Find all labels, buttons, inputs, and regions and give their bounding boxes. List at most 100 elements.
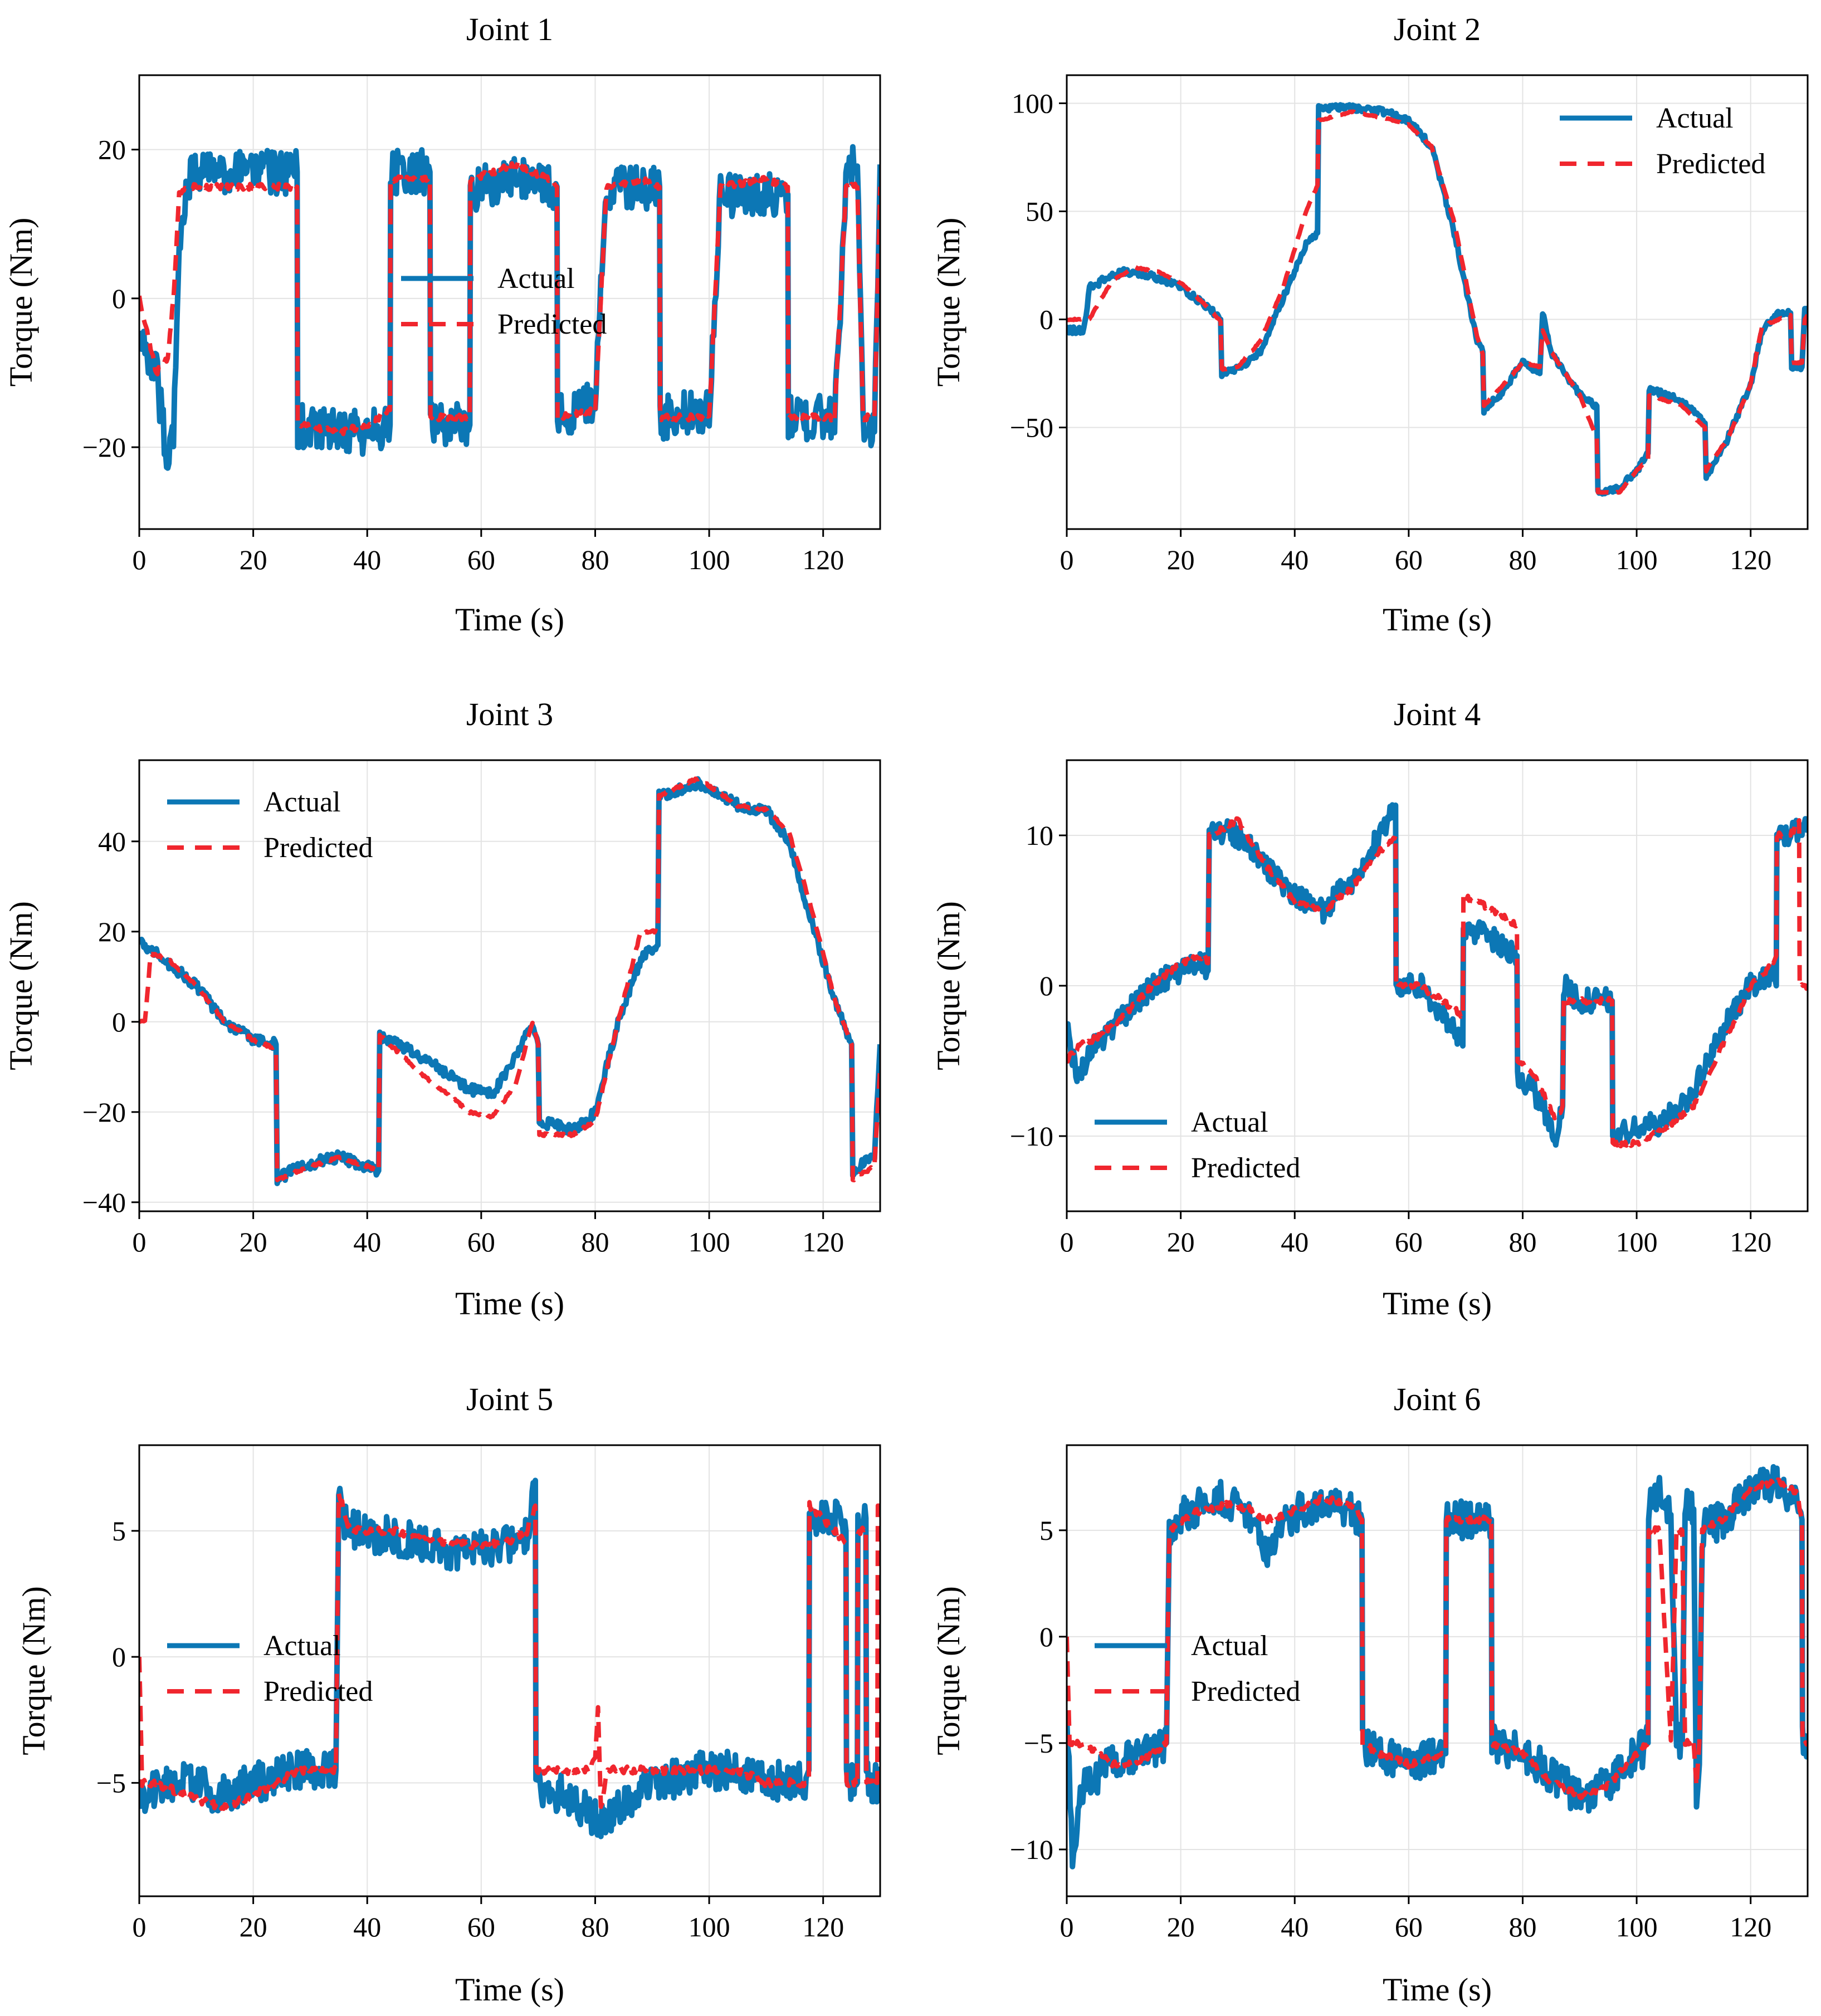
series-predicted-line xyxy=(139,1491,880,1812)
panel-joint-3: Joint 3 0 20 40 60 80 100 120 −40 −20 0 20 40 Time … xyxy=(3,696,881,1322)
y-tick-label: 0 xyxy=(1039,1621,1053,1652)
x-tick-label: 100 xyxy=(689,1226,730,1257)
y-tick-label: 50 xyxy=(1026,196,1053,227)
plot-frame xyxy=(138,1444,881,1897)
x-tick-label: 80 xyxy=(581,544,609,575)
x-axis-label: Time (s) xyxy=(1383,1971,1492,2008)
legend-predicted-label: Predicted xyxy=(1191,1152,1300,1184)
y-tick-label: 0 xyxy=(1039,304,1053,335)
panel-joint-4: Joint 4 0 20 40 60 80 100 120 −10 0 10 Time (s) T… xyxy=(930,696,1809,1322)
series-predicted-line xyxy=(1067,1477,1808,1800)
x-tick-label: 80 xyxy=(581,1226,609,1257)
x-tick-label: 100 xyxy=(1616,1226,1658,1257)
legend-predicted-label: Predicted xyxy=(497,309,607,340)
x-tick-label: 40 xyxy=(353,544,381,575)
y-tick-label: 0 xyxy=(112,1641,126,1672)
x-tick-label: 0 xyxy=(133,1911,147,1942)
series-actual-line xyxy=(1067,1464,1808,1870)
panel-joint-2: Joint 2 0 20 40 60 80 100 120 −50 0 50 100 Time (s… xyxy=(930,11,1809,638)
y-axis-label: Torque (Nm) xyxy=(930,901,966,1070)
legend-predicted-label: Predicted xyxy=(1191,1676,1300,1707)
y-tick-label: −40 xyxy=(82,1187,126,1218)
x-tick-label: 120 xyxy=(802,544,844,575)
panel-joint-5: Joint 5 0 20 40 60 80 100 120 −5 0 5 Time (s) Tor… xyxy=(16,1381,881,2008)
chart-title: Joint 5 xyxy=(466,1381,553,1417)
x-axis-label: Time (s) xyxy=(1383,1285,1492,1322)
x-tick-label: 60 xyxy=(1395,1911,1423,1942)
x-tick-label: 40 xyxy=(353,1226,381,1257)
legend: Actual Predicted xyxy=(1095,1630,1300,1707)
y-axis-label: Torque (Nm) xyxy=(3,901,39,1070)
panel-joint-1: Joint 1 0 20 40 60 80 100 120 −20 0 20 Time (s) T… xyxy=(3,11,881,638)
x-tick-label: 0 xyxy=(1060,1226,1074,1257)
x-tick-label: 80 xyxy=(1508,1226,1536,1257)
legend-actual-label: Actual xyxy=(1191,1107,1268,1138)
y-tick-label: 100 xyxy=(1012,87,1053,119)
legend-predicted-label: Predicted xyxy=(263,1676,373,1707)
series-predicted-line xyxy=(139,776,880,1183)
y-axis-label: Torque (Nm) xyxy=(16,1586,52,1755)
legend-actual-label: Actual xyxy=(263,786,341,818)
x-tick-label: 80 xyxy=(581,1911,609,1942)
x-tick-label: 60 xyxy=(467,544,495,575)
x-tick-label: 120 xyxy=(1730,544,1771,575)
plot-frame xyxy=(1066,1444,1809,1897)
legend-actual-label: Actual xyxy=(263,1630,341,1662)
series-actual-line xyxy=(1067,802,1808,1148)
x-axis-label: Time (s) xyxy=(455,1971,564,2008)
legend: Actual Predicted xyxy=(167,786,373,864)
chart-title: Joint 2 xyxy=(1394,11,1481,47)
y-tick-label: 40 xyxy=(98,826,126,857)
y-axis-label: Torque (Nm) xyxy=(930,218,966,387)
x-tick-label: 40 xyxy=(1281,1911,1309,1942)
y-tick-label: −5 xyxy=(1024,1728,1053,1759)
x-tick-label: 120 xyxy=(802,1911,844,1942)
y-axis-label: Torque (Nm) xyxy=(3,218,39,387)
legend-actual-label: Actual xyxy=(497,263,575,295)
x-axis-label: Time (s) xyxy=(455,601,564,638)
x-tick-label: 120 xyxy=(802,1226,844,1257)
legend: Actual Predicted xyxy=(1560,102,1765,180)
series-predicted-line xyxy=(1067,109,1808,495)
y-tick-label: 0 xyxy=(112,1006,126,1038)
y-tick-label: 5 xyxy=(112,1515,126,1547)
x-tick-label: 100 xyxy=(689,544,730,575)
x-tick-label: 100 xyxy=(1616,1911,1658,1942)
x-tick-label: 100 xyxy=(689,1911,730,1942)
chart-title: Joint 1 xyxy=(466,11,553,47)
y-tick-label: 10 xyxy=(1026,820,1053,851)
panel-joint-6: Joint 6 0 20 40 60 80 100 120−10−505 Time (s) … xyxy=(930,1381,1809,2008)
x-tick-label: 0 xyxy=(1060,544,1074,575)
y-axis-label: Torque (Nm) xyxy=(930,1586,966,1755)
x-tick-label: 40 xyxy=(1281,544,1309,575)
y-tick-label: −10 xyxy=(1010,1834,1053,1865)
plot-frame xyxy=(1066,74,1809,530)
legend: Actual Predicted xyxy=(401,263,607,340)
legend-predicted-label: Predicted xyxy=(263,832,373,864)
x-axis-label: Time (s) xyxy=(455,1285,564,1322)
x-tick-label: 20 xyxy=(1167,1911,1195,1942)
series-predicted-line xyxy=(139,160,880,437)
series-actual-line xyxy=(139,776,880,1186)
x-axis-label: Time (s) xyxy=(1383,601,1492,638)
chart-title: Joint 6 xyxy=(1394,1381,1481,1417)
series-predicted-line xyxy=(1067,816,1808,1149)
y-tick-label: 0 xyxy=(1039,970,1053,1001)
x-tick-label: 100 xyxy=(1616,544,1658,575)
y-tick-label: −50 xyxy=(1010,412,1053,443)
legend-actual-label: Actual xyxy=(1191,1630,1268,1662)
series-actual-line xyxy=(139,144,880,471)
x-tick-label: 80 xyxy=(1508,1911,1536,1942)
x-tick-label: 20 xyxy=(240,1911,267,1942)
y-tick-label: 5 xyxy=(1039,1515,1053,1546)
y-tick-label: −20 xyxy=(82,432,126,463)
plot-frame xyxy=(138,74,881,530)
x-tick-label: 0 xyxy=(133,1226,147,1257)
x-tick-label: 40 xyxy=(353,1911,381,1942)
x-tick-label: 60 xyxy=(1395,544,1423,575)
x-tick-label: 20 xyxy=(240,1226,267,1257)
plot-frame xyxy=(138,759,881,1212)
chart-title: Joint 4 xyxy=(1394,696,1481,732)
x-tick-label: 120 xyxy=(1730,1226,1771,1257)
